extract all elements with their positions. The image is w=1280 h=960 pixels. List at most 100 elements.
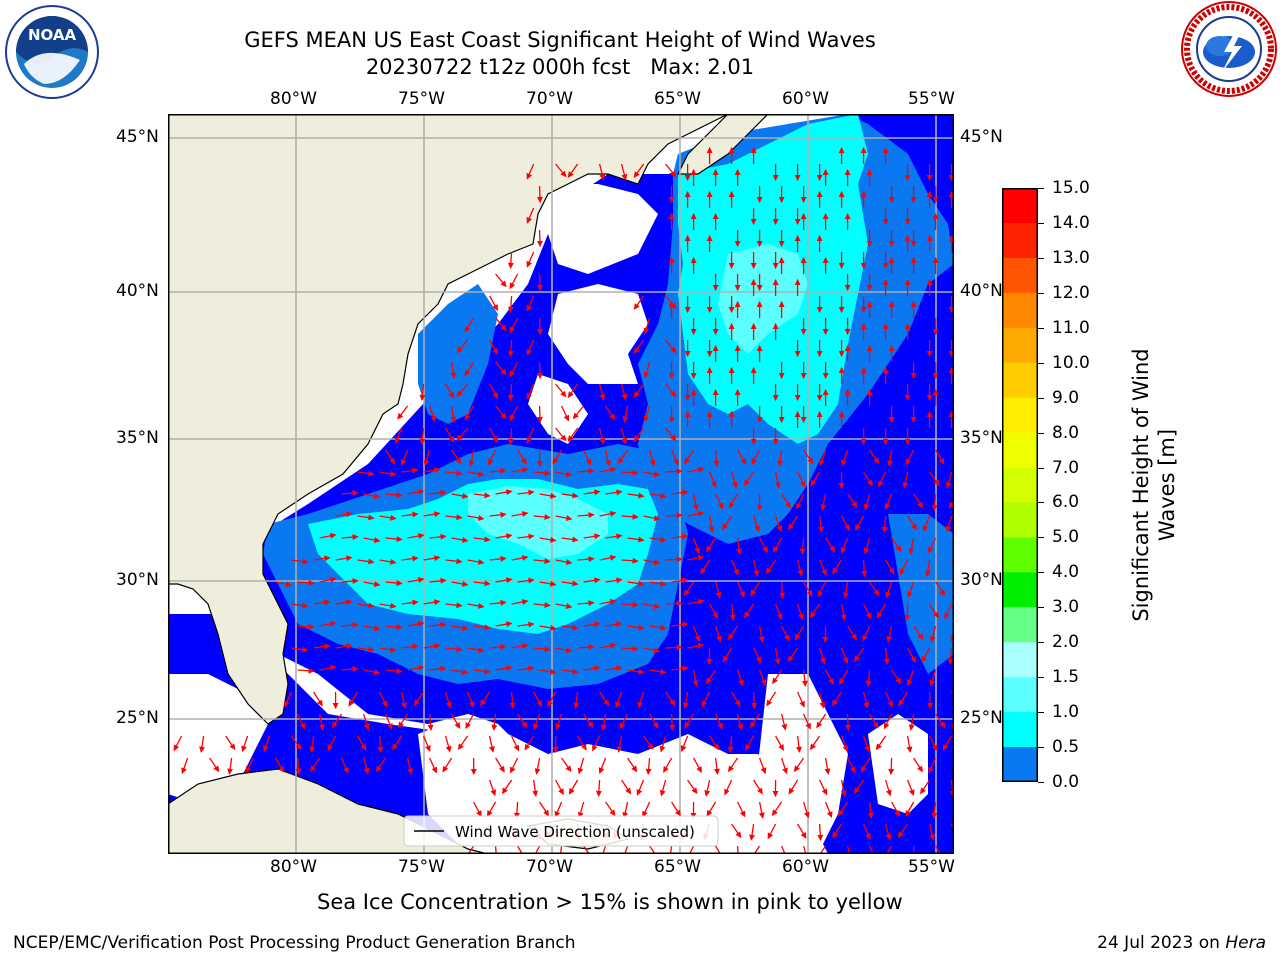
wave-direction-arrowhead [638,580,645,587]
wave-direction-arrowhead [513,744,519,752]
wave-direction-arrowhead [284,700,290,708]
lon-label-bottom-65w: 65°W [654,857,701,877]
wave-direction-arrowhead [728,190,735,197]
wave-direction-arrowhead [465,722,471,730]
wave-direction-arrowhead [793,765,800,773]
wave-direction-arrowhead [927,702,933,710]
lon-label-bottom-75w: 75°W [398,857,445,877]
wave-direction-arrowhead [772,219,779,226]
wave-direction-arrowhead [908,789,915,796]
wave-direction-arrowhead [572,536,579,543]
wave-direction-arrowhead [751,702,758,710]
wave-direction-arrowhead [464,413,471,421]
wave-direction-arrowhead [728,307,735,314]
wave-direction-arrowhead [799,548,806,556]
wave-direction-arrowhead [931,812,938,820]
wave-direction-arrowhead [772,791,779,798]
wave-direction-arrowhead [352,622,359,629]
wave-direction-arrowhead [492,304,499,312]
wave-direction-arrowhead [904,219,911,226]
wave-direction-arrowhead [697,642,705,649]
wave-direction-arrowhead [477,647,485,653]
wave-direction-arrowhead [888,197,895,204]
wave-direction-arrowhead [888,344,895,351]
wave-direction-arrowhead [878,480,884,488]
wave-direction-arrowhead [653,603,661,610]
wave-direction-arrowhead [860,366,867,373]
wave-direction-arrowhead [565,559,573,565]
wave-direction-arrowhead [285,581,293,588]
colorbar-tick-label: 7.0 [1052,457,1080,478]
wave-direction-arrowhead [866,344,873,351]
wave-direction-arrowhead [373,625,381,631]
wave-direction-arrowhead [598,767,605,774]
wave-direction-arrowhead [577,767,584,775]
wave-direction-arrowhead [684,234,691,241]
wave-direction-arrowhead [567,391,574,399]
wave-direction-arrowhead [500,368,507,376]
wave-direction-arrowhead [822,256,829,263]
footer-branch: NCEP/EMC/Verification Post Processing Pr… [13,933,576,953]
wave-direction-arrowhead [594,533,601,540]
wave-direction-arrowhead [352,666,359,673]
wave-direction-arrowhead [932,373,939,380]
wave-direction-arrowhead [888,768,895,776]
wave-direction-arrowhead [213,765,220,773]
wave-direction-arrowhead [565,647,573,653]
lon-label-top-80w: 80°W [270,89,317,109]
wave-direction-arrowhead [464,369,471,377]
wave-direction-arrowhead [756,300,763,307]
wave-direction-arrowhead [760,767,767,775]
wave-direction-arrowhead [713,743,720,751]
wave-direction-arrowhead [728,410,735,417]
wave-direction-arrowhead [690,256,697,263]
wave-direction-arrowhead [587,721,594,729]
colorbar-bin [1002,747,1038,782]
wave-direction-arrowhead [684,410,691,417]
wave-direction-arrowhead [694,635,701,642]
wave-direction-arrowhead [939,589,946,597]
wave-direction-arrowhead [734,241,741,248]
colorbar-tick-label: 15.0 [1052,178,1090,198]
wave-direction-arrowhead [363,723,370,731]
wave-direction-arrowhead [500,555,507,562]
wave-direction-arrowhead [810,479,817,487]
wave-direction-arrowhead [521,555,529,561]
wave-direction-arrowhead [749,721,756,729]
wave-direction-arrowhead [883,658,890,666]
colorbar-bin [1002,607,1038,643]
wave-zone-1.5-2.0-north [718,244,808,354]
wave-direction-arrowhead [712,344,719,351]
wave-direction-arrowhead [302,602,309,609]
wave-direction-arrowhead [412,555,419,562]
wave-direction-arrowhead [739,810,746,818]
wave-direction-arrowhead [772,395,779,402]
wave-direction-arrowhead [599,173,606,181]
wave-direction-arrowhead [373,537,381,543]
wave-direction-arrowhead [800,212,807,219]
wave-direction-arrowhead [396,668,403,675]
wave-direction-arrowhead [929,834,935,841]
colorbar-tick-mark [1038,537,1044,539]
wave-direction-arrowhead [668,417,675,424]
wave-direction-arrowhead [526,348,533,356]
wave-direction-arrowhead [881,526,888,534]
wave-direction-arrowhead [682,489,689,496]
wave-direction-arrowhead [816,190,823,197]
noaa-logo: NOAA [4,4,100,100]
wave-direction-arrowhead [572,492,579,499]
wave-direction-arrowhead [682,621,689,628]
wave-direction-arrowhead [505,577,513,584]
wave-direction-arrowhead [668,197,675,204]
wave-direction-arrowhead [910,417,917,424]
wave-direction-arrowhead [772,677,778,685]
wave-direction-arrowhead [800,256,807,263]
wave-direction-arrowhead [928,546,934,554]
wave-direction-arrowhead [866,479,873,487]
wave-direction-arrowhead [756,505,763,512]
wave-direction-arrowhead [938,457,945,465]
wave-direction-arrowhead [888,567,895,575]
wave-direction-arrowhead [536,416,543,424]
wave-direction-arrowhead [609,598,617,605]
wave-direction-arrowhead [389,558,397,565]
